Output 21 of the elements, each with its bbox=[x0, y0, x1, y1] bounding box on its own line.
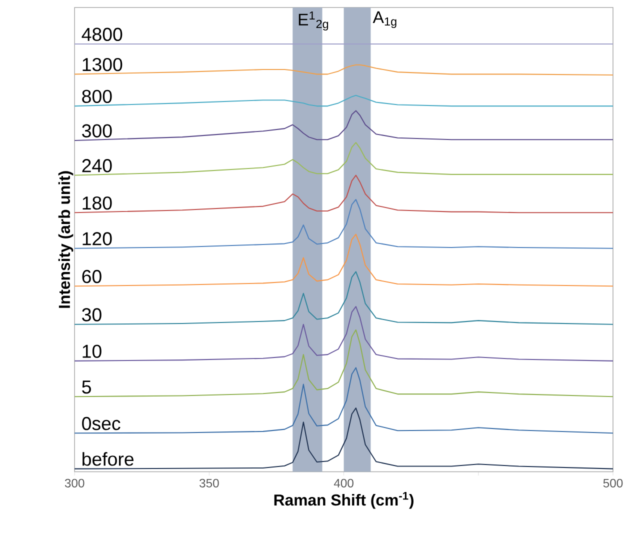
series-label: 120 bbox=[82, 232, 112, 246]
x-tick-label: 500 bbox=[603, 478, 623, 488]
series-label: 4800 bbox=[82, 28, 122, 41]
band-label: E$^{1}$2g bbox=[298, 11, 328, 30]
x-tick-label: 350 bbox=[200, 478, 219, 488]
series-label: 1300 bbox=[82, 58, 122, 72]
series-label: 5 bbox=[82, 380, 91, 394]
x-tick-label: 300 bbox=[64, 478, 84, 488]
x-axis-title: Raman Shift (cm$^{-1}$) bbox=[274, 492, 414, 509]
series-label: 60 bbox=[82, 270, 102, 284]
series-label: 10 bbox=[82, 344, 102, 358]
y-axis-title: Intensity (arb unit) bbox=[58, 171, 74, 308]
series-label: 300 bbox=[82, 124, 112, 138]
x-tick-label: 400 bbox=[334, 478, 354, 488]
series-label: 240 bbox=[82, 159, 112, 172]
series-label: 30 bbox=[82, 308, 102, 322]
series-label: 180 bbox=[82, 196, 112, 210]
series-label: 0sec bbox=[82, 416, 120, 430]
series-label: 800 bbox=[82, 90, 112, 103]
series-label: before bbox=[82, 452, 134, 466]
band-label: A$_{1g}$ bbox=[372, 11, 396, 28]
